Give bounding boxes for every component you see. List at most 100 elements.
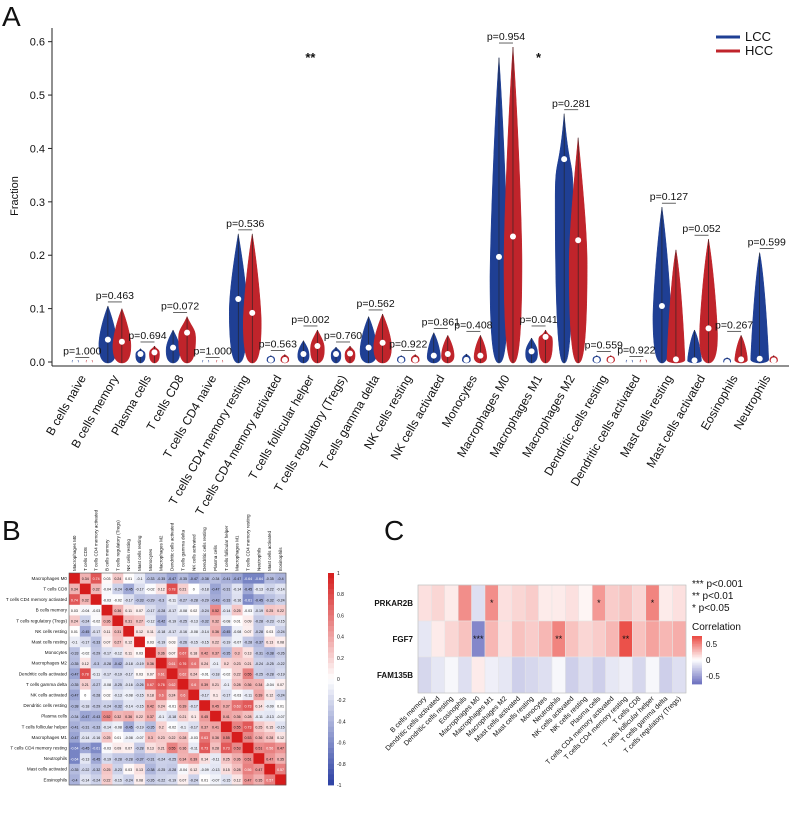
heatmap-cell: [511, 620, 526, 658]
heatmap-cell-value: 0.73: [245, 704, 252, 708]
heatmap-cell-value: 0.28: [179, 736, 186, 740]
heatmap-cell: [166, 679, 178, 690]
heatmap-cell-value: -0.35: [266, 577, 274, 581]
heatmap-cell-value: -0.04: [266, 683, 274, 687]
heatmap-cell: [188, 721, 200, 733]
heatmap-cell: [79, 657, 91, 669]
heatmap-cell: [220, 583, 233, 595]
heatmap-cell: [166, 742, 178, 754]
heatmap-cell-value: 0.07: [136, 609, 143, 613]
heatmap-cell: [123, 721, 135, 733]
heatmap-cell: [155, 753, 167, 765]
colorbar-tick-label: -0.2: [337, 698, 346, 704]
violin-median-point: [151, 349, 158, 356]
heatmap-cell: [188, 753, 200, 765]
heatmap-cell-value: -0.09: [201, 768, 209, 772]
violin-median-point: [72, 359, 79, 365]
heatmap-cell: [155, 668, 167, 680]
heatmap-cell-value: 0.6: [191, 683, 196, 687]
heatmap-cell: [199, 753, 211, 765]
heatmap-cell: [618, 584, 633, 622]
heatmap-cell-value: 0.37: [201, 726, 208, 730]
heatmap-cell-value: -0.33: [135, 598, 143, 602]
heatmap-cell-value: -0.29: [146, 598, 154, 602]
pvalue-label: p=0.072: [161, 301, 199, 313]
heatmap-cell: [123, 657, 135, 669]
colorbar-step: [328, 732, 334, 738]
heatmap-cell-value: 0.1: [191, 715, 196, 719]
column-label: Mast cells resting: [137, 535, 142, 571]
heatmap-cell-value: 0: [193, 588, 195, 592]
heatmap-cell: [112, 604, 124, 616]
heatmap-cell: [101, 710, 113, 722]
violin-median-point: [104, 336, 111, 343]
heatmap-cell: [101, 689, 113, 701]
heatmap-cell: [457, 584, 472, 622]
violin-median-point: [347, 350, 354, 357]
heatmap-cell: [112, 647, 124, 659]
heatmap-cell-value: 0.12: [82, 662, 89, 666]
heatmap-cell: [90, 742, 102, 754]
heatmap-cell: [134, 732, 146, 743]
heatmap-cell: [144, 615, 157, 627]
heatmap-cell: [134, 594, 146, 606]
heatmap-cell: [134, 753, 146, 765]
row-label: T cells CD8: [43, 587, 67, 592]
heatmap-cell-value: -0.38: [146, 768, 154, 772]
heatmap-cell-value: -0.3: [158, 598, 164, 602]
heatmap-cell: [253, 732, 265, 743]
significance-star: **: [622, 634, 630, 644]
sig-legend-2: ** p<0.01: [692, 591, 734, 602]
heatmap-cell-value: -0.25: [179, 620, 187, 624]
heatmap-cell: [123, 742, 135, 754]
heatmap-cell-value: -0.38: [266, 651, 274, 655]
heatmap-cell: [69, 689, 81, 701]
row-label: Dendritic cells resting: [23, 703, 67, 708]
heatmap-cell-value: -0.08: [233, 630, 241, 634]
heatmap-cell: [134, 742, 146, 754]
significance-star: ***: [473, 634, 484, 644]
heatmap-cell-value: 0.36: [158, 651, 165, 655]
row-label: Plasma cells: [41, 714, 67, 719]
heatmap-cell: [199, 594, 211, 606]
heatmap-cell-value: 0.36: [245, 683, 252, 687]
heatmap-cell: [231, 583, 243, 595]
heatmap-cell-value: 0.39: [255, 694, 262, 698]
heatmap-cell: [79, 763, 91, 775]
heatmap-cell-value: -0.15: [222, 779, 230, 783]
heatmap-cell-value: 0.23: [234, 662, 241, 666]
heatmap-cell: [69, 604, 81, 616]
heatmap-cell: [220, 753, 233, 765]
panel-a-pvalues: p=1.000 p=0.463 p=0.694 p=0.072 p=1.000 p=0.5…: [63, 31, 786, 358]
heatmap-cell-value: -0.35: [70, 768, 78, 772]
heatmap-cell-value: -0.11: [92, 673, 100, 677]
heatmap-cell-value: -0.01: [168, 704, 176, 708]
heatmap-cell-value: 0.12: [277, 736, 284, 740]
heatmap-cell: [275, 679, 287, 690]
colorbar-step: [328, 737, 334, 743]
heatmap-cell-value: -0.17: [103, 651, 111, 655]
heatmap-cell-value: 0.78: [82, 673, 89, 677]
heatmap-cell: [79, 753, 91, 765]
heatmap-cell: [199, 689, 211, 701]
heatmap-cell-value: 0.12: [234, 779, 241, 783]
heatmap-cell-value: -0.35: [157, 577, 165, 581]
heatmap-cell: [134, 700, 146, 712]
heatmap-cell: [242, 763, 254, 775]
heatmap-cell: [275, 573, 287, 584]
colorbar-step: [692, 645, 702, 648]
heatmap-cell: [264, 626, 276, 637]
heatmap-cell: [144, 636, 157, 648]
heatmap-cell: [123, 710, 135, 722]
heatmap-cell: [431, 584, 446, 622]
heatmap-cell-value: 0.73: [223, 747, 230, 751]
heatmap-cell: [188, 700, 200, 712]
heatmap-cell: [177, 721, 189, 733]
colorbar-tick-label: 0.2: [337, 656, 344, 662]
colorbar-step: [692, 674, 702, 677]
heatmap-cell-value: 0.47: [245, 779, 252, 783]
heatmap-cell: [253, 636, 265, 648]
colorbar-step: [328, 588, 334, 595]
heatmap-cell-value: 0.37: [147, 715, 154, 719]
